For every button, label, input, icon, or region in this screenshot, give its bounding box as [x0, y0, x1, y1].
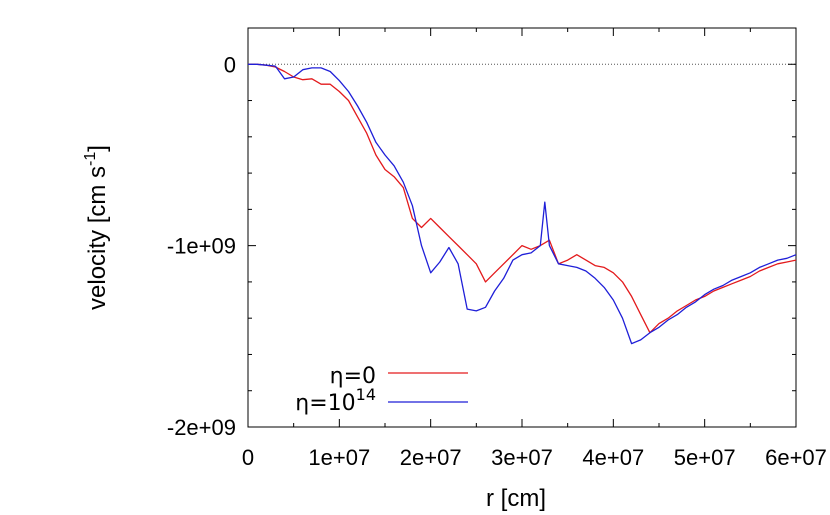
x-tick-label: 0 — [242, 445, 254, 470]
legend-label-1: η=0 — [330, 364, 376, 389]
y-tick-label: -1e+09 — [167, 234, 236, 259]
x-tick-label: 2e+07 — [400, 445, 462, 470]
axis-labels: r [cm] velocity [cm s-1] — [82, 145, 546, 512]
y-tick-label: -2e+09 — [167, 415, 236, 440]
x-axis-label: r [cm] — [486, 485, 546, 512]
y-tick-label: 0 — [224, 52, 236, 77]
series-line-1 — [248, 63, 796, 334]
axis-ticks: 0-1e+09-2e+090 1e+07 2e+07 3e+07 4e+07 5e+07 6… — [167, 27, 827, 470]
x-tick-label: 5e+07 — [674, 445, 736, 470]
x-tick-label: 4e+07 — [582, 445, 644, 470]
y-axis-label: velocity [cm s-1] — [82, 145, 111, 310]
x-tick-label: 3e+07 — [491, 445, 553, 470]
series-layer — [248, 63, 796, 345]
x-tick-label: 1e+07 — [308, 445, 370, 470]
legend: η=0η=1014 — [295, 364, 468, 416]
legend-label-2: η=1014 — [295, 385, 376, 416]
x-tick-label: 6e+07 — [765, 445, 827, 470]
series-line-2 — [248, 63, 796, 345]
